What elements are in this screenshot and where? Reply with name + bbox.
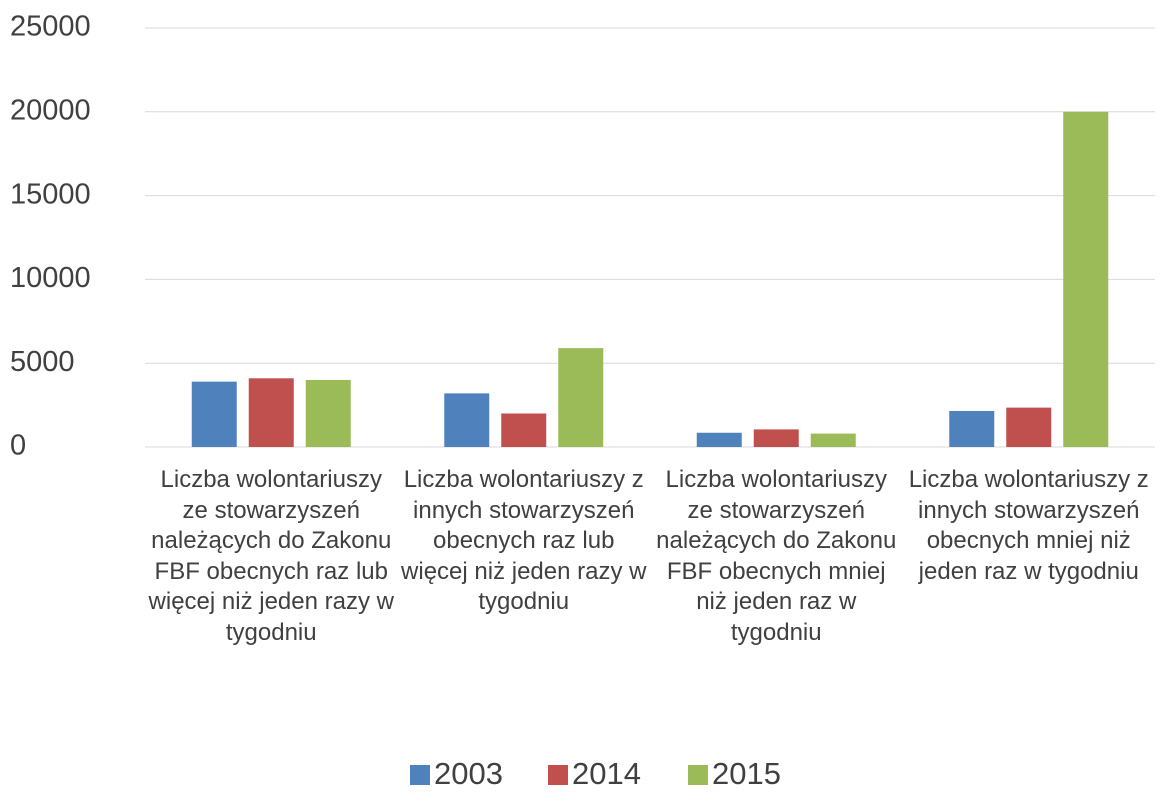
bar — [1063, 111, 1109, 448]
bar — [558, 348, 604, 447]
legend-swatch — [688, 765, 708, 785]
y-tick-label: 0 — [10, 430, 26, 462]
legend-swatch — [548, 765, 568, 785]
bar — [949, 410, 995, 447]
y-tick-label: 15000 — [10, 178, 91, 210]
x-tick-label: Liczba wolontariuszy z innych stowarzysz… — [401, 466, 647, 615]
x-tick-label: Liczba wolontariuszy ze stowarzyszeń nal… — [656, 466, 897, 646]
bar — [444, 393, 490, 447]
y-tick-label: 5000 — [10, 346, 75, 378]
legend-label: 2014 — [572, 756, 641, 791]
legend-label: 2003 — [434, 756, 503, 791]
legend-swatch — [410, 765, 430, 785]
bar — [810, 433, 856, 447]
y-tick-label: 20000 — [10, 94, 91, 126]
bar — [191, 381, 237, 447]
y-tick-label: 10000 — [10, 262, 91, 294]
x-tick-label: Liczba wolontariuszy z innych stowarzysz… — [908, 466, 1149, 585]
bar — [696, 432, 742, 447]
legend-label: 2015 — [712, 756, 781, 791]
y-tick-label: 25000 — [10, 11, 91, 43]
bar — [1006, 407, 1052, 447]
bar — [501, 413, 547, 447]
bar — [753, 429, 799, 447]
x-tick-label: Liczba wolontariuszy ze stowarzyszeń nal… — [148, 466, 394, 646]
bar — [248, 378, 294, 447]
bar — [305, 379, 351, 447]
